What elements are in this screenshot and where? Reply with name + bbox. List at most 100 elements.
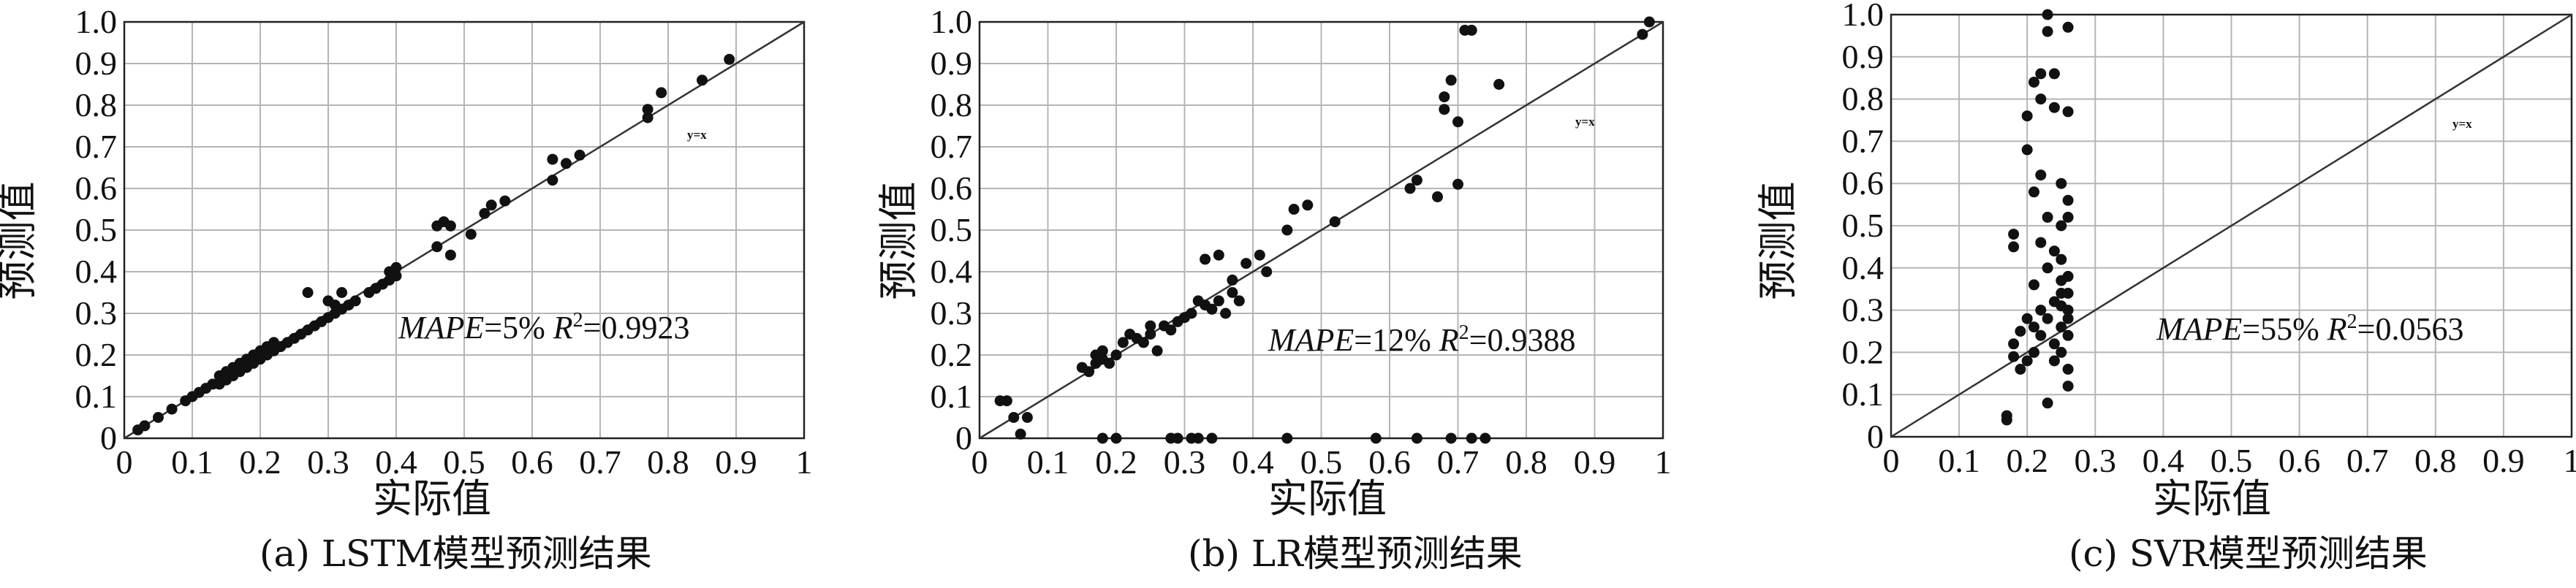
data-point: [561, 158, 572, 169]
data-point: [547, 153, 558, 165]
x-tick-label: 0.1: [1027, 443, 1069, 481]
data-point: [1200, 253, 1211, 265]
x-tick-label: 0.3: [307, 443, 349, 481]
data-point: [1439, 104, 1450, 115]
data-point: [479, 207, 490, 219]
data-point: [2062, 288, 2074, 299]
data-point: [2042, 397, 2053, 409]
data-point: [2035, 68, 2047, 80]
data-point: [1145, 320, 1156, 332]
y-tick-label: 1.0: [75, 3, 118, 40]
y-tick-label: 0: [955, 419, 972, 457]
data-point: [2048, 68, 2060, 80]
data-point: [2042, 26, 2053, 37]
data-point: [1104, 357, 1115, 369]
data-point: [1432, 191, 1443, 202]
data-point: [2008, 351, 2020, 362]
scatter-plot-lr: 0 0.1 0.2 0.3 0.4 0.5 0.6 0.7 0.8 0.9 1 0 0.1 0.2 0.3 0…: [931, 3, 1672, 481]
x-tick-label: 0.7: [1437, 443, 1480, 481]
data-point: [1288, 204, 1300, 215]
data-point: [444, 220, 456, 232]
data-point: [1165, 324, 1177, 336]
data-point: [1452, 116, 1463, 128]
data-point: [1466, 432, 1477, 444]
data-point: [499, 195, 511, 207]
data-point: [431, 241, 443, 253]
y-tick-label: 0.1: [931, 378, 973, 415]
data-point: [2062, 329, 2074, 341]
metric-annotation: MAPE=12% R2=0.9388: [1268, 321, 1575, 358]
data-point: [2028, 186, 2039, 198]
x-tick-label: 1: [2564, 442, 2576, 479]
x-axis-label: 实际值: [2153, 476, 2271, 522]
y-tick-label: 0.8: [1842, 80, 1884, 118]
data-point: [2062, 106, 2074, 118]
y-tick-label: 0: [100, 419, 117, 457]
scatter-plot-lstm: 0 0.1 0.2 0.3 0.4 0.5 0.6 0.7 0.8 0.9 1 0 0.1 0.2 0.3 0…: [75, 3, 813, 481]
data-point: [642, 104, 654, 115]
data-point: [2062, 313, 2074, 324]
data-point: [2048, 245, 2060, 257]
data-point: [2042, 9, 2053, 20]
data-point: [2056, 321, 2067, 333]
x-tick-label: 0.6: [511, 443, 553, 481]
data-point: [1637, 28, 1648, 40]
y-tick-label: 0.4: [1842, 249, 1884, 286]
y-tick-label: 1.0: [1842, 0, 1884, 33]
y-tick-label: 0.9: [931, 45, 973, 82]
x-tick-label: 0.8: [2414, 442, 2457, 479]
x-tick-label: 0: [116, 443, 133, 481]
data-point: [724, 53, 735, 65]
data-point: [1117, 337, 1129, 348]
y-tick-label: 0.5: [931, 211, 973, 248]
x-tick-label: 0: [971, 443, 988, 481]
data-point: [2028, 346, 2039, 358]
reference-line-label: y=x: [1575, 115, 1595, 129]
data-point: [1411, 432, 1423, 444]
data-point: [166, 403, 178, 415]
data-point: [1227, 274, 1238, 286]
data-point: [485, 199, 497, 211]
reference-line-label: y=x: [687, 128, 707, 142]
data-point: [1186, 308, 1197, 319]
data-point: [2035, 329, 2047, 341]
data-point: [2062, 194, 2074, 206]
data-point: [1192, 432, 1204, 444]
x-tick-label: 0.1: [171, 443, 213, 481]
data-point: [1172, 432, 1183, 444]
data-point: [302, 287, 314, 298]
plot-frame: [123, 20, 806, 440]
data-point: [1370, 432, 1382, 444]
data-point: [1404, 183, 1416, 194]
data-point: [1233, 295, 1245, 307]
y-tick-label: 0.4: [75, 253, 118, 290]
data-point: [2015, 326, 2026, 337]
y-tick-label: 0.8: [931, 86, 973, 123]
data-point: [2008, 241, 2020, 253]
data-point: [2028, 279, 2039, 291]
y-tick-label: 0.6: [931, 169, 973, 207]
data-point: [1281, 224, 1293, 236]
data-point: [2048, 338, 2060, 350]
x-tick-label: 0.9: [1574, 443, 1616, 481]
reference-line-label: y=x: [2452, 117, 2472, 131]
x-tick-label: 1: [796, 443, 813, 481]
data-point: [2021, 110, 2033, 122]
x-tick-label: 0.6: [2278, 442, 2321, 479]
data-point: [574, 149, 586, 161]
data-point: [1110, 349, 1122, 361]
y-tick-label: 0.9: [1842, 38, 1884, 75]
data-point: [1096, 345, 1108, 356]
data-point: [1110, 432, 1122, 444]
data-point: [2035, 237, 2047, 248]
data-point: [2056, 253, 2067, 265]
data-point: [1254, 249, 1265, 261]
data-point: [2042, 313, 2053, 324]
y-axis-label: 预测值: [0, 181, 41, 300]
x-tick-label: 0.4: [1232, 443, 1274, 481]
x-tick-label: 0.9: [715, 443, 757, 481]
data-point: [322, 295, 334, 307]
data-point: [1001, 395, 1012, 407]
data-point: [2056, 300, 2067, 312]
data-point: [444, 249, 456, 261]
